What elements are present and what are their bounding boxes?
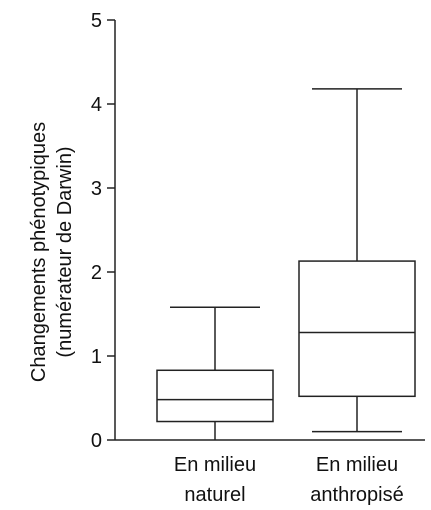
y-tick-label: 2 [91, 262, 102, 284]
y-tick-label: 0 [91, 430, 102, 452]
y-tick-label: 3 [91, 178, 102, 200]
category-label-line1: En milieu [316, 454, 398, 476]
y-tick-label: 4 [91, 94, 102, 116]
box-group [298, 88, 416, 433]
iqr-box [156, 369, 274, 423]
y-axis-title-line2: (numérateur de Darwin) [54, 146, 76, 357]
category-label-line1: En milieu [174, 454, 256, 476]
y-tick-label: 1 [91, 346, 102, 368]
category-label-line2: anthropisé [310, 484, 403, 506]
y-tick-label: 5 [91, 10, 102, 32]
y-axis-title-line1: Changements phénotypiques [28, 122, 50, 382]
category-label-line2: naturel [184, 484, 245, 506]
iqr-box [298, 260, 416, 398]
box-group [156, 306, 274, 440]
